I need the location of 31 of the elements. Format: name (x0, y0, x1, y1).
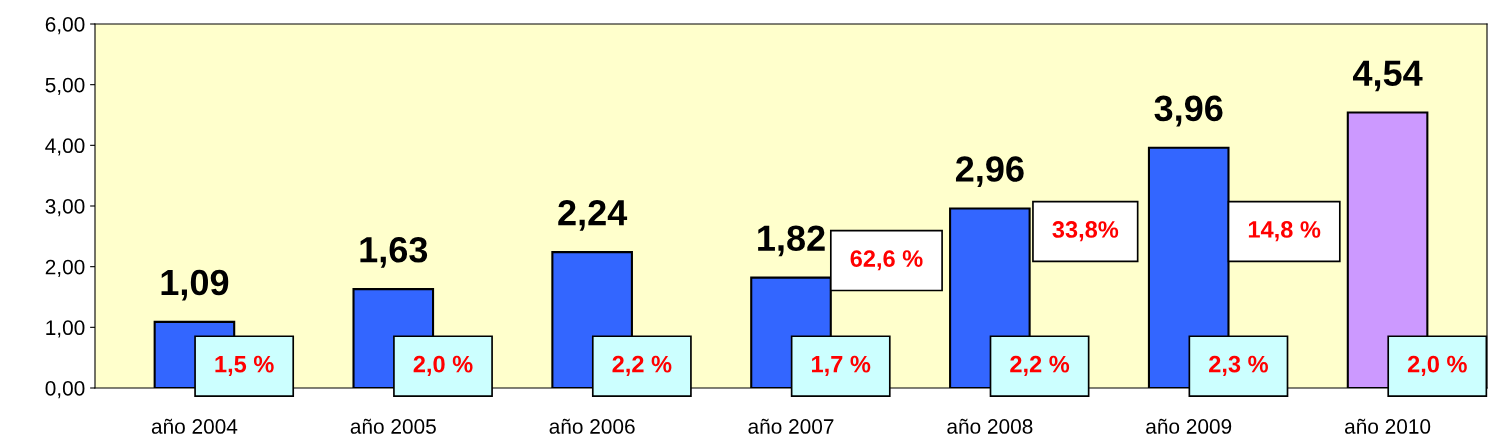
annotation: 2,0 % (1407, 355, 1467, 376)
x-tick-label: año 2005 (350, 418, 436, 434)
x-tick-label: año 2004 (151, 418, 238, 434)
annotation: 2,2 % (1010, 355, 1070, 376)
y-tick-label: 6,00 (45, 17, 85, 35)
x-tick-label: año 2008 (947, 418, 1033, 434)
annotation: 2,0 % (413, 355, 473, 376)
y-tick-label: 2,00 (45, 259, 85, 277)
annotation: 33,8% (1052, 221, 1119, 242)
annotation: 1,7 % (812, 355, 871, 376)
annotation: 14,8 % (1248, 221, 1321, 242)
data-label: 4,54 (1352, 60, 1423, 92)
y-tick-label: 0,00 (45, 381, 85, 399)
y-tick-label: 5,00 (45, 77, 85, 95)
annotation: 62,6 % (850, 250, 923, 271)
y-tick-label: 4,00 (45, 138, 85, 156)
data-label: 1,63 (360, 236, 428, 268)
annotation: 2,3 % (1209, 355, 1268, 376)
data-label: 1,09 (161, 269, 229, 301)
x-tick-label: año 2010 (1345, 418, 1431, 434)
data-label: 3,96 (1154, 95, 1223, 127)
x-tick-label: año 2007 (748, 418, 834, 434)
data-label: 1,82 (758, 225, 825, 257)
data-label: 2,24 (558, 199, 628, 231)
y-tick-label: 1,00 (46, 320, 85, 338)
x-tick-label: año 2006 (549, 418, 635, 434)
x-tick-label: año 2009 (1146, 418, 1232, 434)
data-label: 2,96 (955, 156, 1024, 188)
annotation: 2,2 % (612, 355, 672, 376)
y-tick-label: 3,00 (45, 199, 85, 217)
annotation: 1,5 % (215, 355, 274, 376)
